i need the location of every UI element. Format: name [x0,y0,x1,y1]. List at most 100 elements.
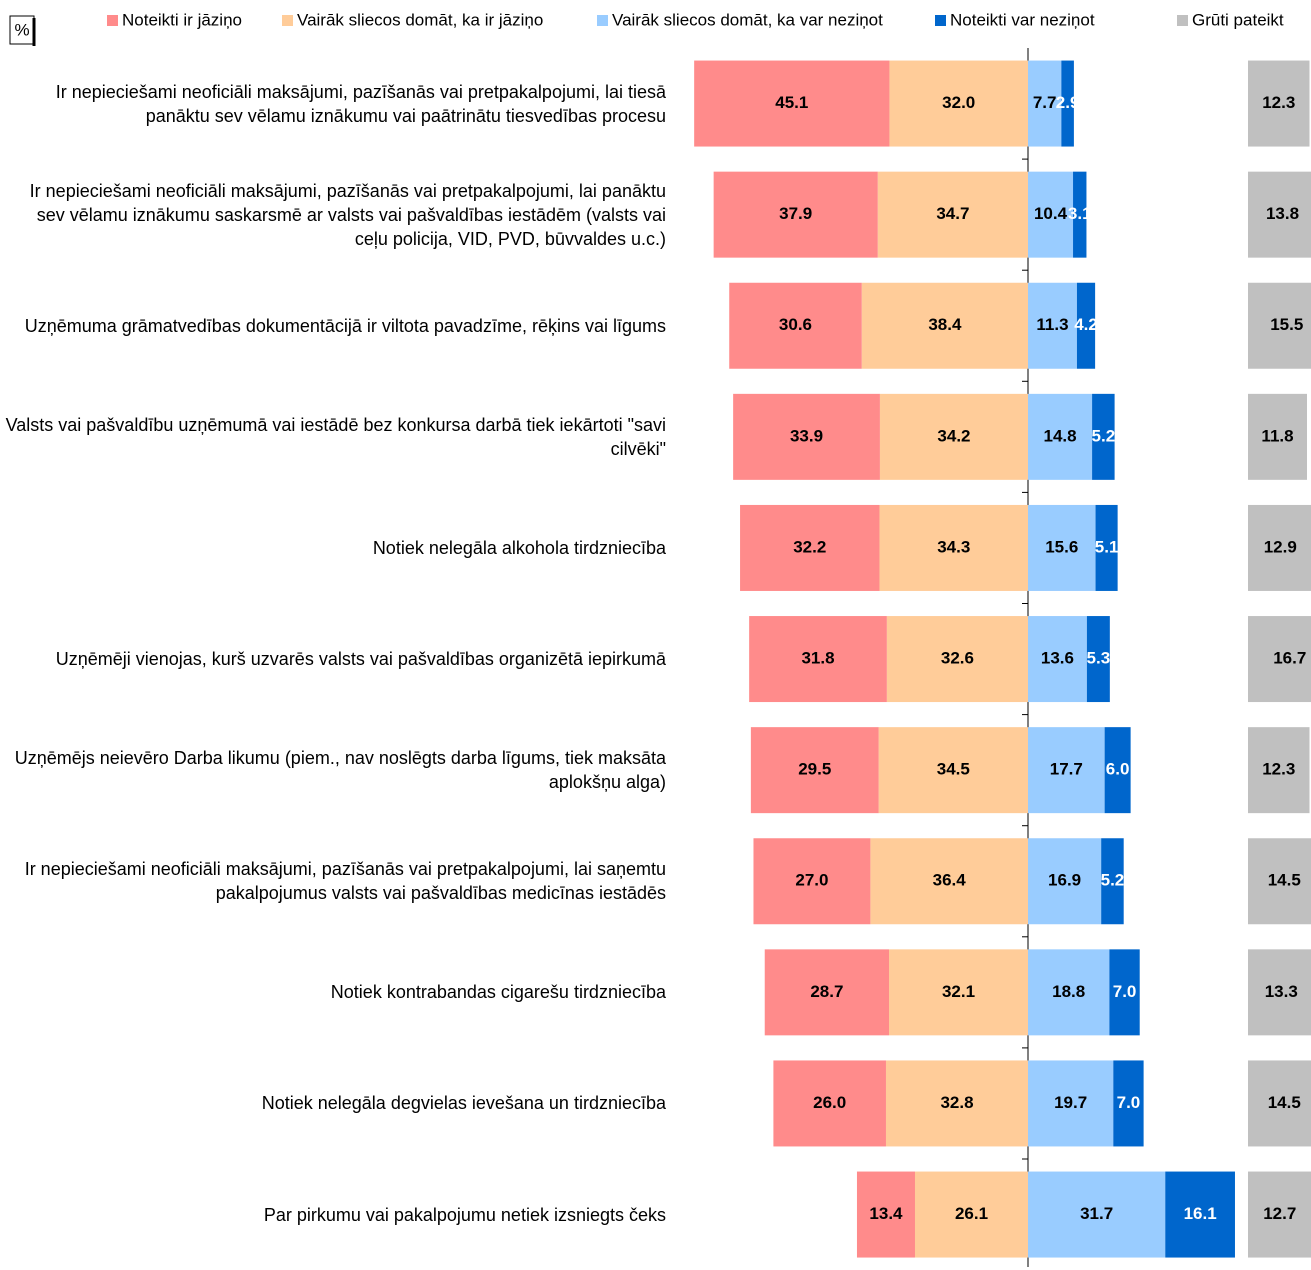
bar-segment [750,727,879,814]
bar-segment [1076,282,1096,369]
bar-segment [764,949,890,1036]
value-label: 7.0 [1113,982,1137,1001]
legend-swatch [107,15,118,26]
value-label: 15.6 [1045,537,1078,556]
bar-segment [1101,838,1124,925]
value-label: 30.6 [779,315,812,334]
category-label: Valsts vai pašvaldību uzņēmumā vai iestā… [5,414,666,459]
value-label: 2.9 [1056,93,1080,112]
category-label: Uzņēmēji vienojas, kurš uzvarēs valsts v… [55,649,666,669]
value-label: 12.7 [1263,1204,1296,1223]
value-label: 27.0 [795,871,828,890]
bar-segment [879,393,1028,480]
legend-label: Noteikti ir jāziņo [122,10,242,29]
value-label: 7.0 [1117,1093,1141,1112]
value-label: 14.5 [1268,1093,1301,1112]
bar-segment [729,282,862,369]
value-label: 32.2 [793,537,826,556]
value-label: 36.4 [933,871,967,890]
legend-label: Vairāk sliecos domāt, ka ir jāziņo [297,10,543,29]
category-label: Notiek nelegāla degvielas ievešana un ti… [261,1093,666,1114]
value-label: 32.0 [942,93,975,112]
value-label: 34.2 [937,426,970,445]
bar-segment [856,1171,915,1258]
value-label: 11.3 [1036,315,1068,334]
value-label: 19.7 [1054,1093,1087,1112]
value-label: 18.8 [1052,982,1085,1001]
bar-segment [1248,949,1311,1036]
bar-segment [889,949,1028,1036]
bar-segment [749,616,887,703]
value-label: 13.3 [1265,982,1298,1001]
value-label: 11.8 [1261,426,1293,445]
value-label: 14.8 [1043,426,1076,445]
bar-segment [1028,60,1062,147]
value-label: 16.7 [1273,649,1306,668]
value-label: 13.4 [869,1204,903,1223]
bar-segment [694,60,890,147]
bar-segment [733,393,880,480]
bar-segment [1165,1171,1235,1258]
unit-box [9,15,35,45]
bar-segment [1073,171,1087,258]
bar-segment [753,838,871,925]
bar-segment [713,171,878,258]
value-label: 32.1 [942,982,975,1001]
bar-segment [877,171,1028,258]
bar-segment [1028,171,1074,258]
value-label: 3.1 [1068,204,1092,223]
value-label: 26.0 [813,1093,846,1112]
unit-label: % [14,20,29,39]
value-label: 32.6 [941,649,974,668]
bar-segment [870,838,1028,925]
value-label: 5.3 [1087,649,1111,668]
value-label: 31.8 [801,649,834,668]
legend-swatch [282,15,293,26]
bar-segment [773,1060,886,1147]
bar-segment [914,1171,1028,1258]
bar-segment [1248,60,1310,147]
value-label: 17.7 [1050,760,1083,779]
bar-segment [1248,616,1311,703]
bar-segment [1248,1060,1311,1147]
value-label: 31.7 [1080,1204,1113,1223]
value-label: 29.5 [798,760,831,779]
bar-segment [1095,504,1118,591]
legend-label: Vairāk sliecos domāt, ka var neziņot [612,10,883,29]
bar-segment [1028,393,1093,480]
bar-segment [1092,393,1115,480]
bar-segment [889,60,1028,147]
bar-segment [1028,949,1110,1036]
legend-swatch [935,15,946,26]
value-label: 5.2 [1092,426,1116,445]
value-label: 13.6 [1041,649,1074,668]
bar-segment [1248,171,1311,258]
value-label: 26.1 [955,1204,988,1223]
bar-segment [1248,838,1311,925]
category-label: Ir nepieciešami neoficiāli maksājumi, pa… [55,81,666,126]
value-label: 15.5 [1270,315,1303,334]
bar-segment [1248,727,1310,814]
value-label: 16.1 [1184,1204,1217,1223]
category-label: Uzņēmuma grāmatvedības dokumentācijā ir … [24,315,666,336]
bar-segment [1248,282,1311,369]
bar-segment [879,504,1028,591]
category-label: Notiek kontrabandas cigarešu tirdzniecīb… [330,982,666,1003]
legend-label: Noteikti var neziņot [950,10,1095,29]
bar-segment [1028,504,1096,591]
legend-swatch [1177,15,1188,26]
bar-segment [1104,727,1131,814]
bar-segment [1028,616,1087,703]
bar-segment [1113,1060,1144,1147]
value-label: 4.2 [1074,315,1098,334]
bar-segment [861,282,1028,369]
bar-segment [1028,1171,1166,1258]
value-label: 28.7 [810,982,843,1001]
bar-segment [886,616,1028,703]
value-label: 38.4 [928,315,962,334]
value-label: 37.9 [779,204,812,223]
category-label: Uzņēmējs neievēro Darba likumu (piem., n… [14,748,666,793]
bar-segment [1028,282,1077,369]
